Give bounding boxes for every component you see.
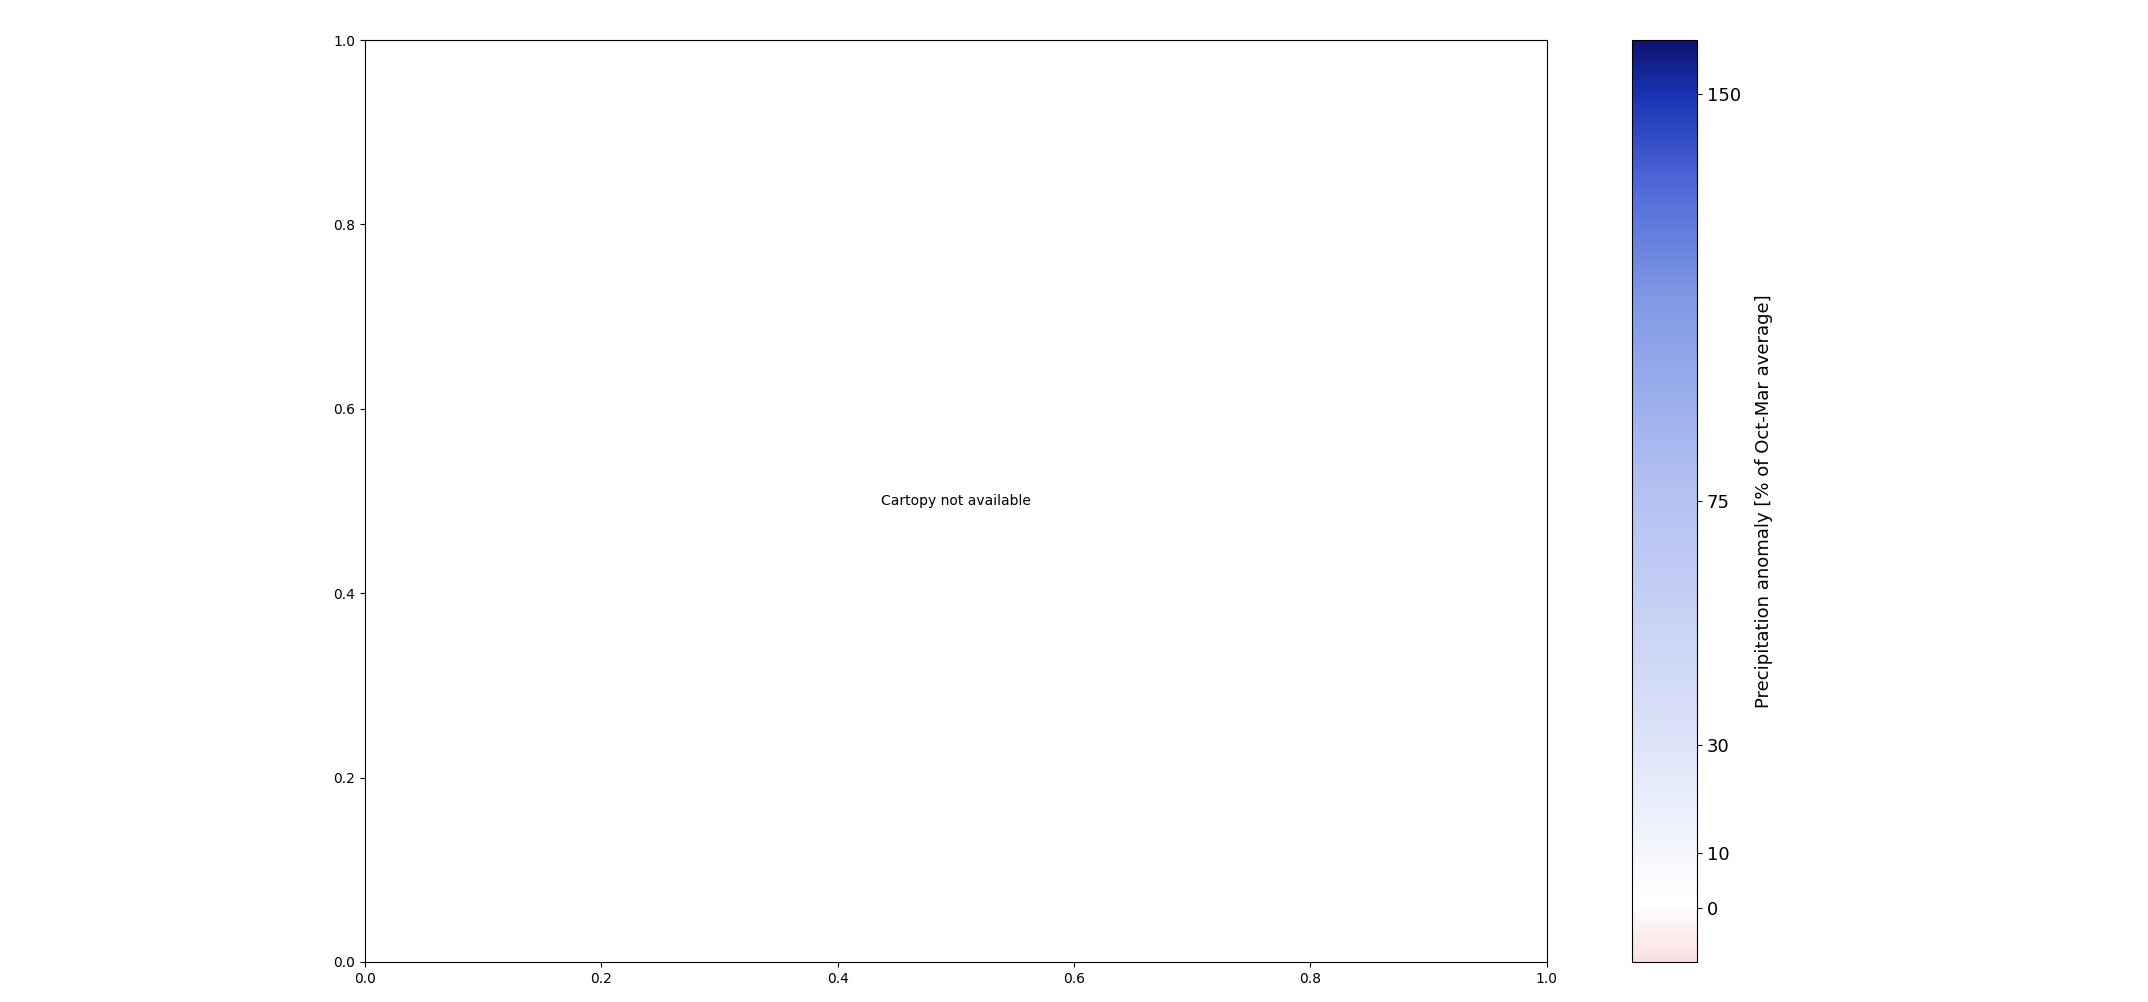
Y-axis label: Precipitation anomaly [% of Oct-Mar average]: Precipitation anomaly [% of Oct-Mar aver…	[1755, 295, 1772, 707]
Text: Cartopy not available: Cartopy not available	[881, 494, 1031, 508]
